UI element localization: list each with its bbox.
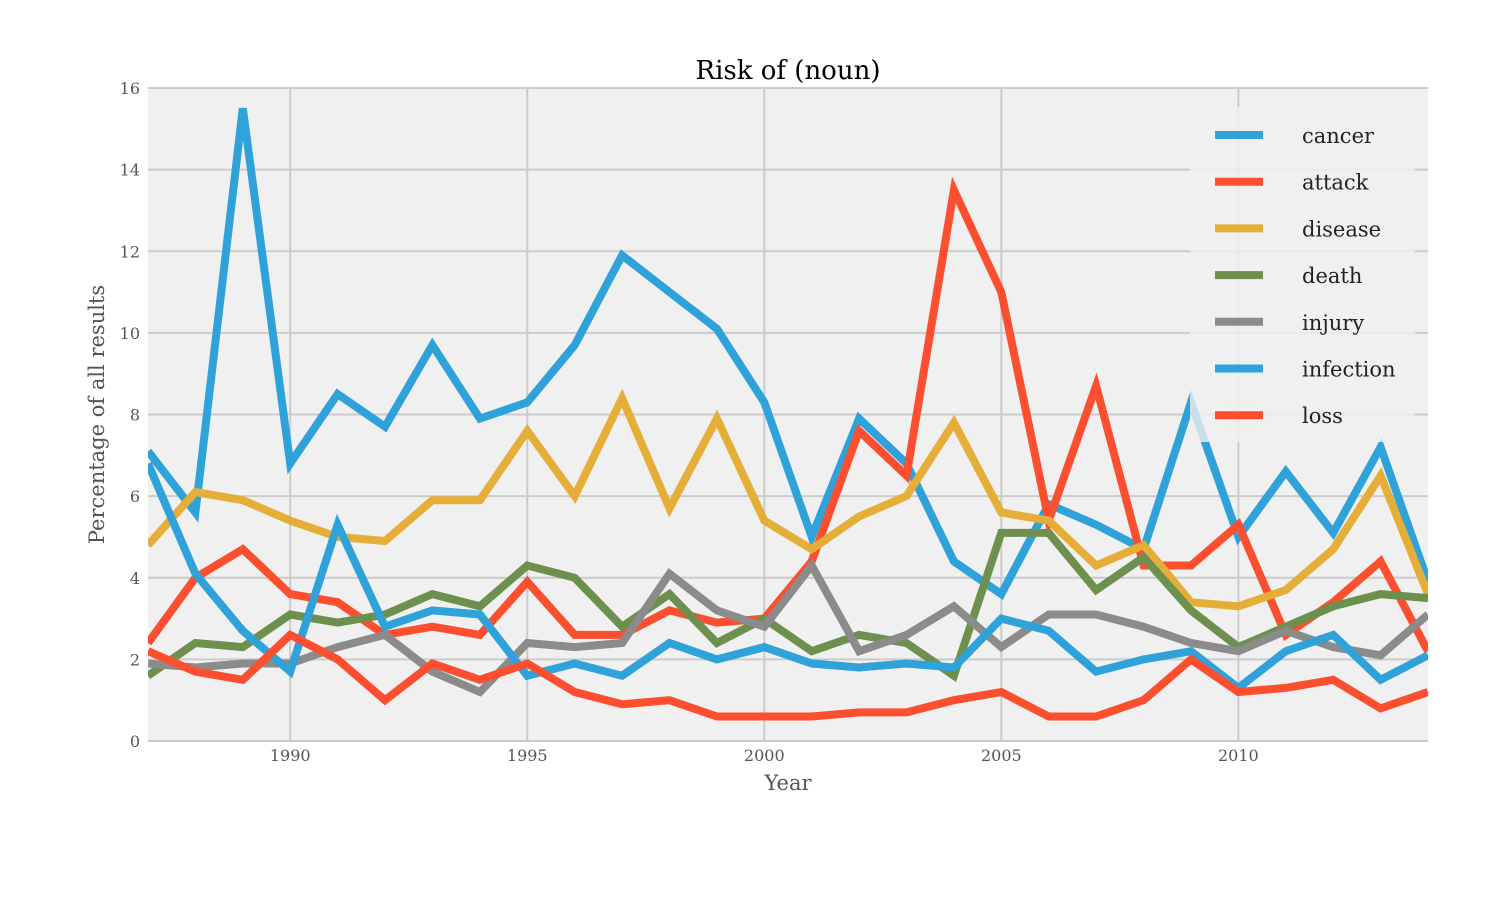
y-tick-label-16: 16 bbox=[120, 79, 140, 98]
legend-label-injury: injury bbox=[1302, 311, 1364, 335]
series-line-cancer bbox=[148, 107, 1428, 600]
y-tick-label-2: 2 bbox=[130, 650, 140, 669]
legend-label-cancer: cancer bbox=[1302, 124, 1375, 148]
series-layer bbox=[148, 107, 1428, 721]
y-tick-label-14: 14 bbox=[120, 161, 140, 180]
legend-label-attack: attack bbox=[1302, 171, 1369, 195]
legend-label-infection: infection bbox=[1302, 358, 1396, 382]
y-tick-label-10: 10 bbox=[120, 324, 140, 343]
x-tick-label-2010: 2010 bbox=[1218, 746, 1259, 765]
series-line-death bbox=[148, 528, 1428, 683]
legend-label-death: death bbox=[1302, 264, 1362, 288]
y-axis-label: Percentage of all results bbox=[85, 285, 109, 544]
legend-label-loss: loss bbox=[1302, 404, 1343, 428]
x-tick-label-2005: 2005 bbox=[981, 746, 1022, 765]
legend-label-disease: disease bbox=[1302, 217, 1381, 241]
series-line-loss bbox=[148, 630, 1428, 721]
y-tick-label-12: 12 bbox=[120, 242, 140, 261]
series-line-disease bbox=[148, 388, 1428, 611]
chart-title: Risk of (noun) bbox=[696, 56, 881, 86]
y-tick-label-8: 8 bbox=[130, 406, 140, 425]
x-axis-label: Year bbox=[763, 771, 812, 795]
x-tick-label-1995: 1995 bbox=[507, 746, 548, 765]
x-tick-label-1990: 1990 bbox=[270, 746, 311, 765]
y-tick-label-6: 6 bbox=[130, 487, 140, 506]
series-line-injury bbox=[148, 558, 1428, 697]
x-tick-label-2000: 2000 bbox=[744, 746, 785, 765]
series-line-infection bbox=[148, 461, 1428, 693]
tick-labels: 1990 1995 2000 2005 2010 0 2 4 6 8 10 12 14 16 bbox=[120, 79, 1259, 765]
y-tick-label-0: 0 bbox=[130, 732, 140, 751]
y-tick-label-4: 4 bbox=[130, 569, 140, 588]
legend: cancer attack disease death injury infection l… bbox=[1190, 107, 1415, 442]
